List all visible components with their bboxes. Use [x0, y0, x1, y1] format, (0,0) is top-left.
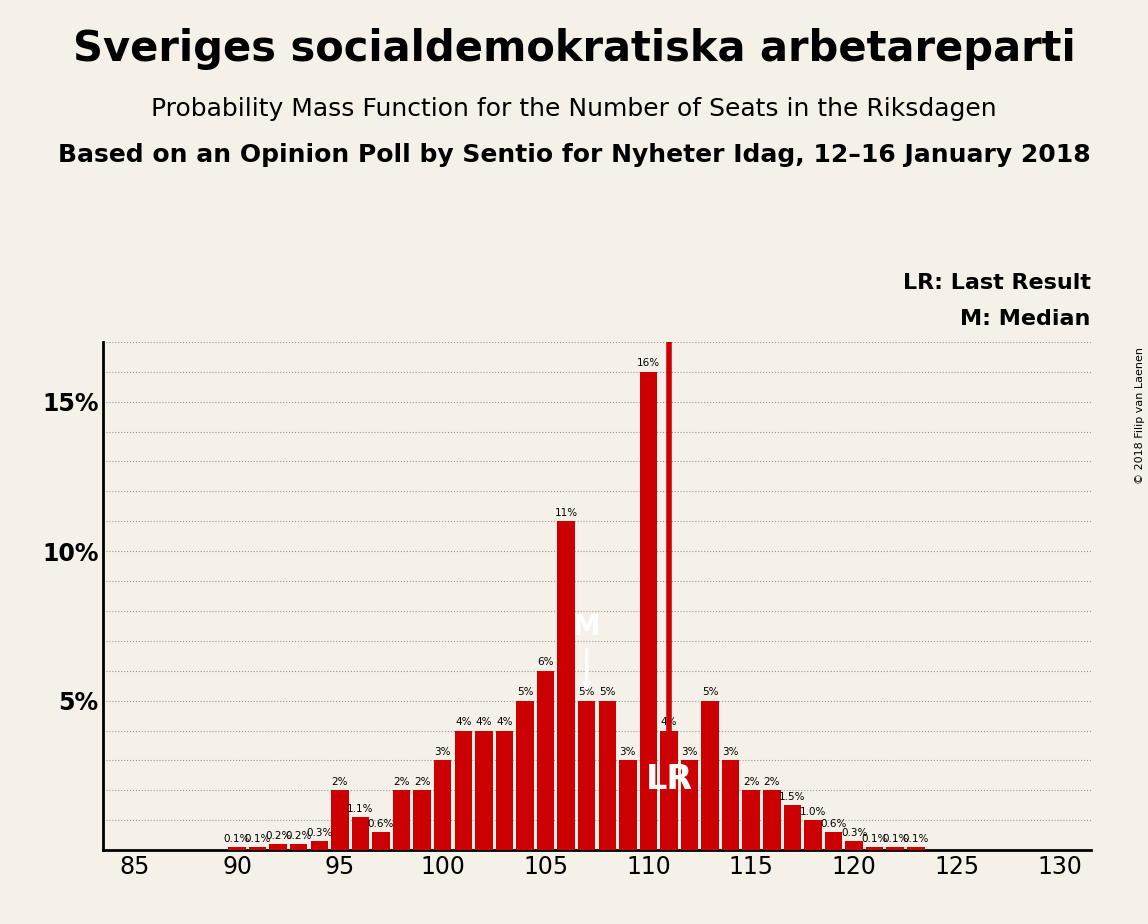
Bar [475, 731, 492, 850]
Text: 3%: 3% [681, 747, 698, 757]
Text: 4%: 4% [496, 717, 513, 727]
Bar [907, 847, 924, 850]
Text: 0.1%: 0.1% [224, 833, 250, 844]
Text: LR: LR [645, 763, 692, 796]
Bar [722, 760, 739, 850]
Bar [681, 760, 698, 850]
Text: M: Median: M: Median [960, 309, 1091, 329]
Text: 0.1%: 0.1% [882, 833, 908, 844]
Text: Probability Mass Function for the Number of Seats in the Riksdagen: Probability Mass Function for the Number… [152, 97, 996, 121]
Bar [701, 700, 719, 850]
Text: M: M [573, 613, 600, 641]
Bar [537, 671, 554, 850]
Bar [351, 817, 370, 850]
Text: 2%: 2% [743, 777, 760, 786]
Text: 1.5%: 1.5% [779, 792, 806, 802]
Text: 0.2%: 0.2% [265, 831, 292, 841]
Text: 0.6%: 0.6% [367, 819, 394, 829]
Text: 0.6%: 0.6% [821, 819, 847, 829]
Bar [496, 731, 513, 850]
Text: 11%: 11% [554, 507, 577, 517]
Bar [743, 790, 760, 850]
Bar [805, 821, 822, 850]
Bar [866, 847, 883, 850]
Bar [598, 700, 616, 850]
Bar [558, 521, 575, 850]
Text: © 2018 Filip van Laenen: © 2018 Filip van Laenen [1135, 347, 1145, 484]
Text: 1.0%: 1.0% [800, 807, 827, 817]
Text: LR: Last Result: LR: Last Result [902, 274, 1091, 293]
Text: 5%: 5% [701, 687, 719, 697]
Text: 2%: 2% [332, 777, 348, 786]
Text: 16%: 16% [637, 359, 660, 368]
Text: 0.1%: 0.1% [245, 833, 271, 844]
Bar [434, 760, 451, 850]
Bar [639, 371, 657, 850]
Text: Sveriges socialdemokratiska arbetareparti: Sveriges socialdemokratiska arbetarepart… [72, 28, 1076, 69]
Bar [824, 833, 843, 850]
Text: 5%: 5% [579, 687, 595, 697]
Text: 5%: 5% [599, 687, 615, 697]
Text: 3%: 3% [722, 747, 739, 757]
Text: 0.2%: 0.2% [286, 831, 312, 841]
Bar [784, 805, 801, 850]
Text: 4%: 4% [455, 717, 472, 727]
Text: 2%: 2% [414, 777, 430, 786]
Bar [660, 731, 677, 850]
Text: 2%: 2% [394, 777, 410, 786]
Text: 6%: 6% [537, 657, 553, 667]
Text: 0.3%: 0.3% [840, 828, 867, 837]
Text: 2%: 2% [763, 777, 779, 786]
Bar [393, 790, 410, 850]
Bar [619, 760, 636, 850]
Bar [845, 841, 863, 850]
Bar [517, 700, 534, 850]
Bar [886, 847, 903, 850]
Bar [763, 790, 781, 850]
Bar [413, 790, 430, 850]
Bar [455, 731, 472, 850]
Text: 3%: 3% [620, 747, 636, 757]
Text: 1.1%: 1.1% [347, 804, 374, 814]
Bar [228, 847, 246, 850]
Bar [270, 845, 287, 850]
Bar [290, 845, 308, 850]
Bar [311, 841, 328, 850]
Text: 5%: 5% [517, 687, 533, 697]
Text: 0.1%: 0.1% [902, 833, 929, 844]
Bar [331, 790, 349, 850]
Text: 3%: 3% [434, 747, 451, 757]
Text: Based on an Opinion Poll by Sentio for Nyheter Idag, 12–16 January 2018: Based on an Opinion Poll by Sentio for N… [57, 143, 1091, 167]
Bar [372, 833, 389, 850]
Text: 0.3%: 0.3% [307, 828, 333, 837]
Bar [249, 847, 266, 850]
Bar [577, 700, 596, 850]
Text: 4%: 4% [661, 717, 677, 727]
Text: 0.1%: 0.1% [861, 833, 887, 844]
Text: 4%: 4% [475, 717, 492, 727]
